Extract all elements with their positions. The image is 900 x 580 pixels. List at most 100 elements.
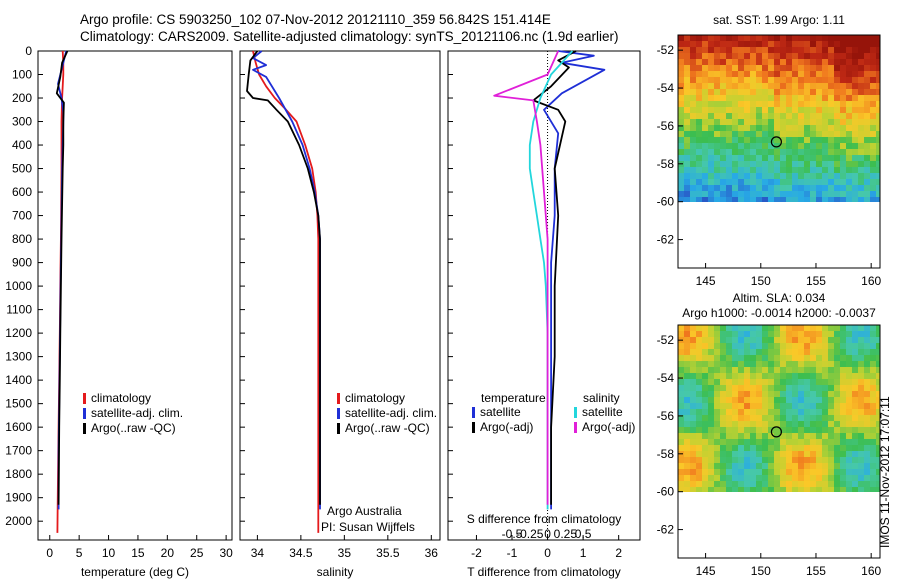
sla-map-cell: [702, 457, 709, 464]
sst-map-cell: [876, 71, 881, 78]
sla-map-cell: [828, 397, 835, 404]
sst-map-cell: [738, 161, 745, 168]
sst-map-cell: [858, 35, 865, 42]
sla-map-cell: [876, 469, 881, 476]
sst-map-cell: [834, 47, 841, 54]
sst-map-cell: [684, 167, 691, 174]
sla-map-cell: [726, 409, 733, 416]
sst-map-cell: [810, 149, 817, 156]
sla-map-cell: [726, 379, 733, 386]
sla-map-cell: [684, 337, 691, 344]
sst-map-cell: [792, 185, 799, 192]
sst-map-cell: [678, 185, 685, 192]
sla-map-cell: [828, 481, 835, 488]
sla-map-cell: [870, 337, 877, 344]
sla-map-cell: [834, 433, 841, 440]
sst-map-cell: [678, 89, 685, 96]
sla-map-cell: [678, 325, 685, 332]
sla-map-cell: [810, 433, 817, 440]
sst-map-cell: [678, 137, 685, 144]
sla-map-cell: [810, 439, 817, 446]
sst-map-cell: [726, 65, 733, 72]
sst-map-cell: [804, 197, 811, 202]
sla-map-cell: [762, 379, 769, 386]
sla-map-cell: [840, 331, 847, 338]
sla-map-cell: [690, 379, 697, 386]
sst-map-cell: [708, 137, 715, 144]
sst-map-cell: [828, 41, 835, 48]
sst-map-cell: [726, 143, 733, 150]
sst-map-cell: [714, 179, 721, 186]
sst-map-cell: [804, 65, 811, 72]
sst-map-cell: [684, 149, 691, 156]
sst-map-cell: [804, 83, 811, 90]
sst-map-cell: [858, 173, 865, 180]
sla-map-cell: [864, 355, 871, 362]
sla-map-cell: [768, 397, 775, 404]
sla-map-cell: [816, 373, 823, 380]
sst-map-cell: [768, 155, 775, 162]
sst-map-cell: [804, 71, 811, 78]
sla-map-cell: [726, 439, 733, 446]
sst-map-cell: [750, 59, 757, 66]
sla-map-cell: [744, 451, 751, 458]
sst-map-cell: [786, 185, 793, 192]
sla-map-cell: [732, 433, 739, 440]
sst-map-cell: [738, 125, 745, 132]
sst-map-cell: [690, 101, 697, 108]
sla-map-cell: [846, 481, 853, 488]
sst-map-cell: [720, 59, 727, 66]
sst-map-cell: [720, 173, 727, 180]
sst-map-cell: [816, 179, 823, 186]
sla-map-cell: [828, 391, 835, 398]
sla-map-cell: [684, 391, 691, 398]
sst-map-cell: [678, 179, 685, 186]
sst-map-cell: [768, 35, 775, 42]
sst-map-cell: [720, 155, 727, 162]
sla-map-cell: [726, 433, 733, 440]
sst-map-cell: [840, 41, 847, 48]
sla-map-cell: [828, 403, 835, 410]
sst-map-cell: [702, 113, 709, 120]
sla-map-cell: [702, 451, 709, 458]
sst-map-cell: [690, 65, 697, 72]
sla-map-cell: [750, 361, 757, 368]
sla-map-cell: [756, 349, 763, 356]
sla-map-cell: [870, 391, 877, 398]
sla-map-cell: [876, 439, 881, 446]
sla-map-cell: [732, 355, 739, 362]
sla-map-cell: [864, 481, 871, 488]
sst-map-cell: [750, 185, 757, 192]
sla-map-cell: [858, 325, 865, 332]
sla-map-cell: [762, 397, 769, 404]
sla-map-cell: [858, 373, 865, 380]
difference-legend-sat-s-label: satellite: [582, 405, 623, 419]
sla-map-cell: [690, 427, 697, 434]
sla-map-cell: [798, 373, 805, 380]
sst-map-cell: [834, 41, 841, 48]
sla-map-cell: [804, 355, 811, 362]
sla-map-cell: [714, 421, 721, 428]
salinity-legend-argo-swatch: [337, 423, 340, 434]
sla-map-cell: [786, 361, 793, 368]
sla-map-cell: [798, 439, 805, 446]
sla-map-cell: [816, 331, 823, 338]
sst-map-cell: [720, 143, 727, 150]
sla-map-cell: [804, 337, 811, 344]
sst-map-cell: [738, 131, 745, 138]
sla-map-cell: [714, 361, 721, 368]
sst-map-cell: [738, 173, 745, 180]
sst-map-cell: [864, 107, 871, 114]
sla-map-cell: [870, 487, 877, 492]
sla-map-cell: [846, 397, 853, 404]
sst-map-cell: [834, 89, 841, 96]
sla-map-cell: [708, 391, 715, 398]
sla-map-cell: [870, 349, 877, 356]
sst-map-cell: [702, 47, 709, 54]
sst-map-cell: [846, 161, 853, 168]
sla-map-cell: [678, 487, 685, 492]
sla-map-cell: [714, 433, 721, 440]
sla-map-cell: [714, 349, 721, 356]
sla-map-cell: [804, 349, 811, 356]
sla-map-cell: [876, 325, 881, 332]
